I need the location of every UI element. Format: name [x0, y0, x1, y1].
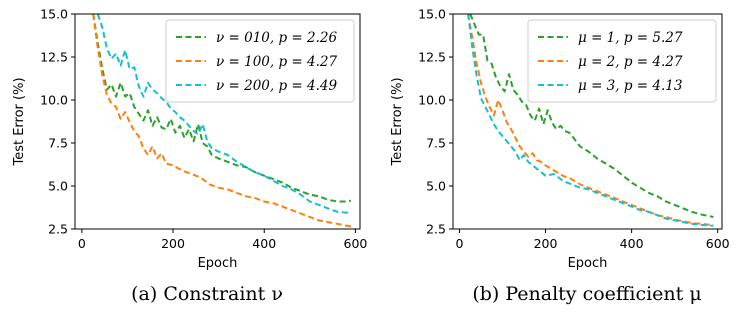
series-line-2 — [467, 14, 714, 227]
series-line-1 — [92, 14, 352, 228]
series-line-2 — [96, 14, 352, 214]
x-tick-label: 200 — [534, 236, 558, 251]
y-tick-label: 7.5 — [48, 136, 68, 151]
y-tick-label: 15.0 — [418, 7, 446, 22]
subfigure-caption: (a) Constraint ν — [131, 283, 283, 305]
chart-panel-0: 2.5 5.0 7.5 10.0 12.5 15.0 0 200 400 600 Epoch Test… — [12, 7, 367, 306]
x-axis-label: Epoch — [568, 256, 608, 271]
legend-entry-label: ν = 100, p = 4.27 — [216, 54, 337, 70]
legend: ν = 010, p = 2.26 ν = 100, p = 4.27 ν = 20… — [165, 19, 355, 103]
legend: μ = 1, p = 5.27 μ = 2, p = 4.27 μ = 3, p =… — [527, 19, 717, 103]
y-tick-label: 15.0 — [40, 7, 68, 22]
legend-entry-label: μ = 3, p = 4.13 — [578, 78, 682, 94]
y-tick-label: 2.5 — [426, 222, 446, 237]
y-axis-label: Test Error (%) — [390, 77, 405, 166]
x-tick-label: 200 — [161, 236, 185, 251]
series-line-0 — [92, 14, 352, 203]
y-tick-label: 12.5 — [40, 50, 68, 65]
y-tick-label: 5.0 — [426, 179, 446, 194]
x-tick-label: 400 — [252, 236, 276, 251]
x-axis-label: Epoch — [198, 256, 238, 271]
y-tick-label: 12.5 — [418, 50, 446, 65]
x-tick-label: 600 — [344, 236, 368, 251]
plot-frame — [452, 13, 723, 230]
y-tick-label: 10.0 — [418, 93, 446, 108]
subfigure-caption: (b) Penalty coefficient μ — [472, 283, 701, 305]
series-line-1 — [467, 14, 714, 226]
series-group — [92, 14, 352, 228]
legend-entry-label: μ = 1, p = 5.27 — [578, 30, 683, 46]
legend-box — [527, 19, 717, 103]
chart-panel-1: 2.5 5.0 7.5 10.0 12.5 15.0 0 200 400 600 Epoch Test… — [390, 7, 730, 306]
y-tick-label: 10.0 — [40, 93, 68, 108]
legend-entry-label: μ = 2, p = 4.27 — [578, 54, 683, 70]
y-axis-label: Test Error (%) — [12, 77, 27, 166]
legend-box — [165, 19, 355, 103]
x-tick-label: 600 — [706, 236, 730, 251]
x-tick-label: 0 — [78, 236, 86, 251]
legend-entry-label: ν = 200, p = 4.49 — [216, 78, 337, 94]
y-tick-label: 7.5 — [426, 136, 446, 151]
series-group — [467, 14, 714, 227]
plot-frame — [74, 13, 361, 230]
x-tick-label: 0 — [455, 236, 463, 251]
x-tick-label: 400 — [620, 236, 644, 251]
series-line-0 — [469, 14, 714, 218]
y-tick-label: 2.5 — [48, 222, 68, 237]
legend-entry-label: ν = 010, p = 2.26 — [216, 30, 337, 46]
y-tick-label: 5.0 — [48, 179, 68, 194]
